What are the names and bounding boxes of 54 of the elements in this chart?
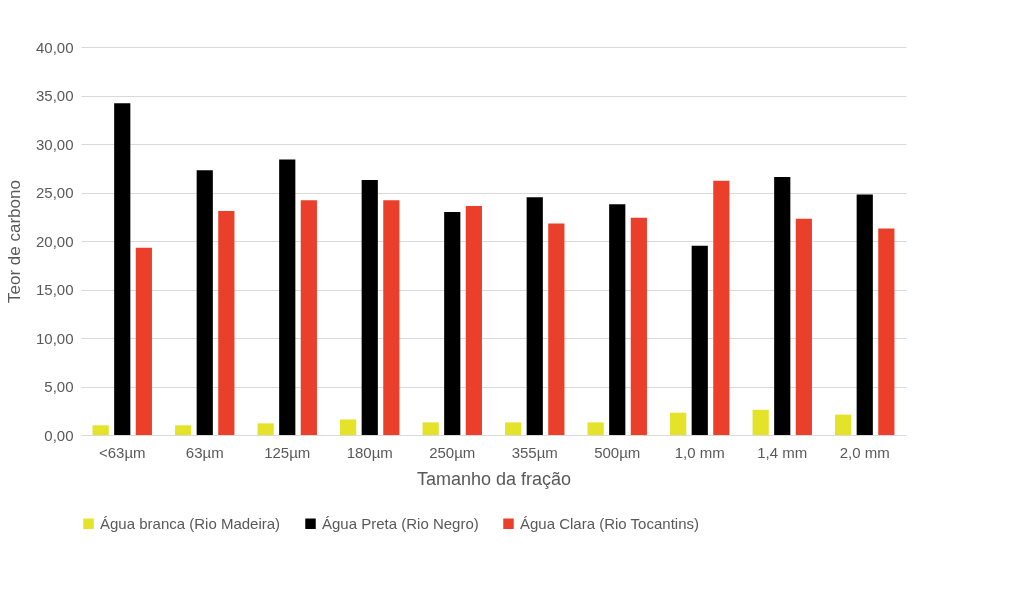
- x-tick-label: 355µm: [511, 443, 558, 461]
- y-tick-label: 5,00: [44, 378, 74, 395]
- bar: [856, 194, 873, 435]
- y-axis-title: Teor de carbono: [4, 180, 24, 303]
- x-tick-label: 500µm: [594, 443, 641, 461]
- y-tick-label: 35,00: [35, 87, 74, 104]
- bar: [383, 200, 400, 435]
- bar: [609, 204, 626, 435]
- x-tick-label: 63µm: [185, 443, 224, 461]
- legend-label: Água Preta (Rio Negro): [322, 514, 479, 532]
- bar: [196, 170, 213, 435]
- bar: [752, 409, 769, 435]
- bar: [340, 419, 357, 435]
- bar: [135, 247, 152, 435]
- bar: [422, 422, 439, 435]
- x-tick-label: <63µm: [98, 443, 146, 461]
- bar: [670, 412, 687, 435]
- x-tick-label: 1,0 mm: [674, 443, 725, 461]
- bar: [257, 423, 274, 435]
- x-axis-title: Tamanho da fração: [416, 468, 572, 489]
- bar: [835, 414, 852, 435]
- legend-label: Água Clara (Rio Tocantins): [520, 514, 699, 532]
- x-tick-label: 1,4 mm: [757, 443, 808, 461]
- x-tick-label: 250µm: [429, 443, 476, 461]
- bar: [361, 179, 378, 435]
- bar: [630, 217, 647, 435]
- bar: [691, 245, 708, 435]
- y-tick-label: 15,00: [35, 281, 74, 298]
- y-tick-label: 20,00: [35, 232, 74, 250]
- y-tick-label: 25,00: [35, 184, 74, 201]
- x-tick-label: 2,0 mm: [839, 443, 890, 461]
- bar: [526, 197, 543, 435]
- bar: [175, 425, 192, 435]
- y-tick-label: 40,00: [35, 38, 74, 56]
- bar: [878, 228, 895, 435]
- bar: [505, 422, 522, 435]
- legend-label: Água branca (Rio Madeira): [100, 514, 281, 532]
- y-tick-label: 30,00: [35, 135, 74, 153]
- bar: [713, 180, 730, 435]
- bar: [587, 422, 604, 435]
- bar: [114, 103, 131, 435]
- bar: [444, 211, 461, 435]
- bar: [300, 200, 317, 435]
- y-tick-label: 10,00: [35, 329, 74, 347]
- bar: [92, 425, 109, 435]
- bar: [795, 218, 812, 435]
- bar: [279, 159, 296, 435]
- y-tick-label: 0,00: [44, 426, 74, 444]
- bar: [774, 176, 791, 435]
- bar: [465, 206, 482, 435]
- bar: [548, 223, 565, 435]
- bar: [218, 210, 235, 435]
- x-tick-label: 125µm: [264, 443, 311, 461]
- x-tick-label: 180µm: [346, 443, 393, 461]
